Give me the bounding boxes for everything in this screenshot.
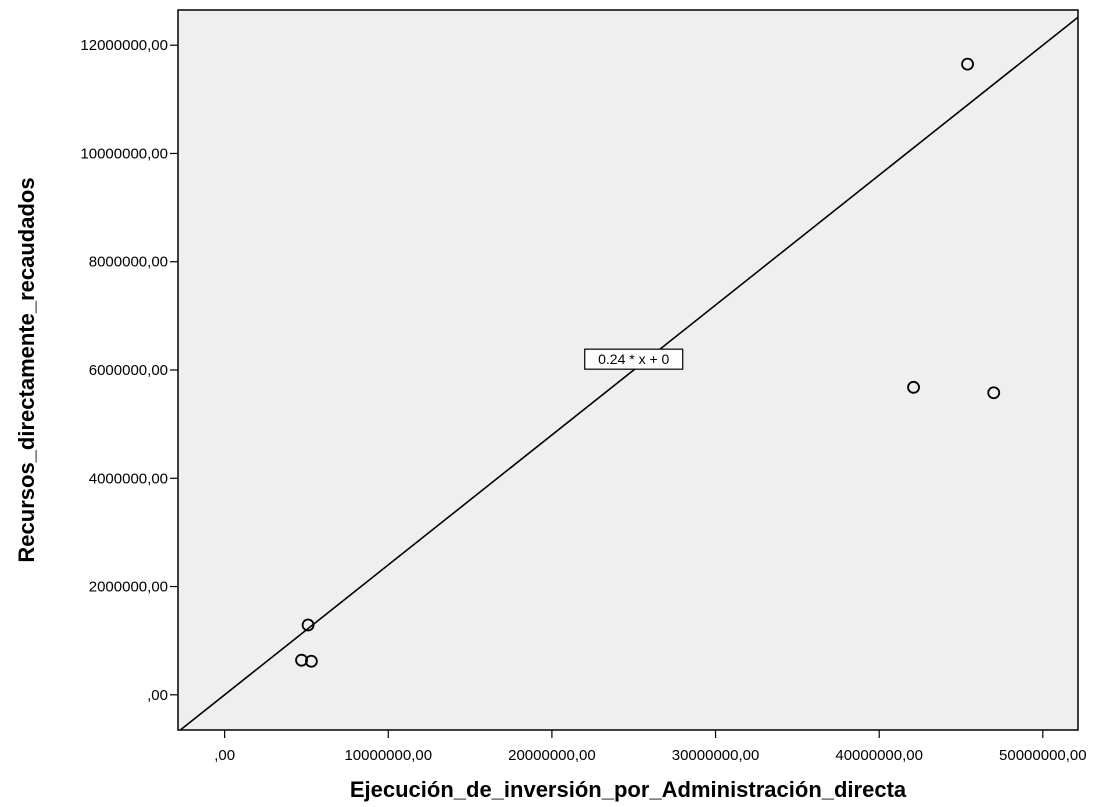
- data-point: [987, 386, 1001, 400]
- fit-line: [179, 16, 1079, 731]
- x-tick-label: 50000000,00: [999, 747, 1087, 764]
- y-tick-label: 12000000,00: [80, 37, 168, 54]
- data-point: [961, 57, 974, 71]
- fit-equation-label: 0.24 * x + 0: [598, 351, 669, 367]
- data-point: [295, 653, 308, 667]
- y-tick-label: 8000000,00: [89, 254, 168, 271]
- x-axis: ,00 10000000,00 20000000,00 30000000,00 4000…: [214, 730, 1087, 764]
- x-tick-label: 20000000,00: [508, 747, 596, 764]
- y-axis-title: Recursos_directamente_recaudados: [14, 177, 39, 562]
- x-tick-label: ,00: [214, 747, 235, 764]
- y-tick-label: 2000000,00: [89, 579, 168, 596]
- fit-equation-box: [584, 348, 684, 370]
- fit-line-group: 0.24 * x + 0: [179, 16, 1079, 731]
- y-tick-label: ,00: [147, 687, 168, 704]
- y-axis: ,00 2000000,00 4000000,00 6000000,00 8000000…: [80, 37, 178, 704]
- y-tick-label: 10000000,00: [80, 145, 168, 162]
- x-tick-label: 30000000,00: [672, 747, 760, 764]
- data-point: [907, 380, 920, 394]
- x-axis-title: Ejecución_de_inversión_por_Administració…: [350, 777, 907, 802]
- x-tick-label: 10000000,00: [344, 747, 432, 764]
- plot-area: [177, 9, 1079, 731]
- y-tick-label: 6000000,00: [89, 362, 168, 379]
- data-points: [295, 57, 1001, 668]
- data-point: [301, 618, 315, 632]
- data-point: [304, 654, 318, 668]
- x-tick-label: 40000000,00: [835, 747, 923, 764]
- y-tick-label: 4000000,00: [89, 470, 168, 487]
